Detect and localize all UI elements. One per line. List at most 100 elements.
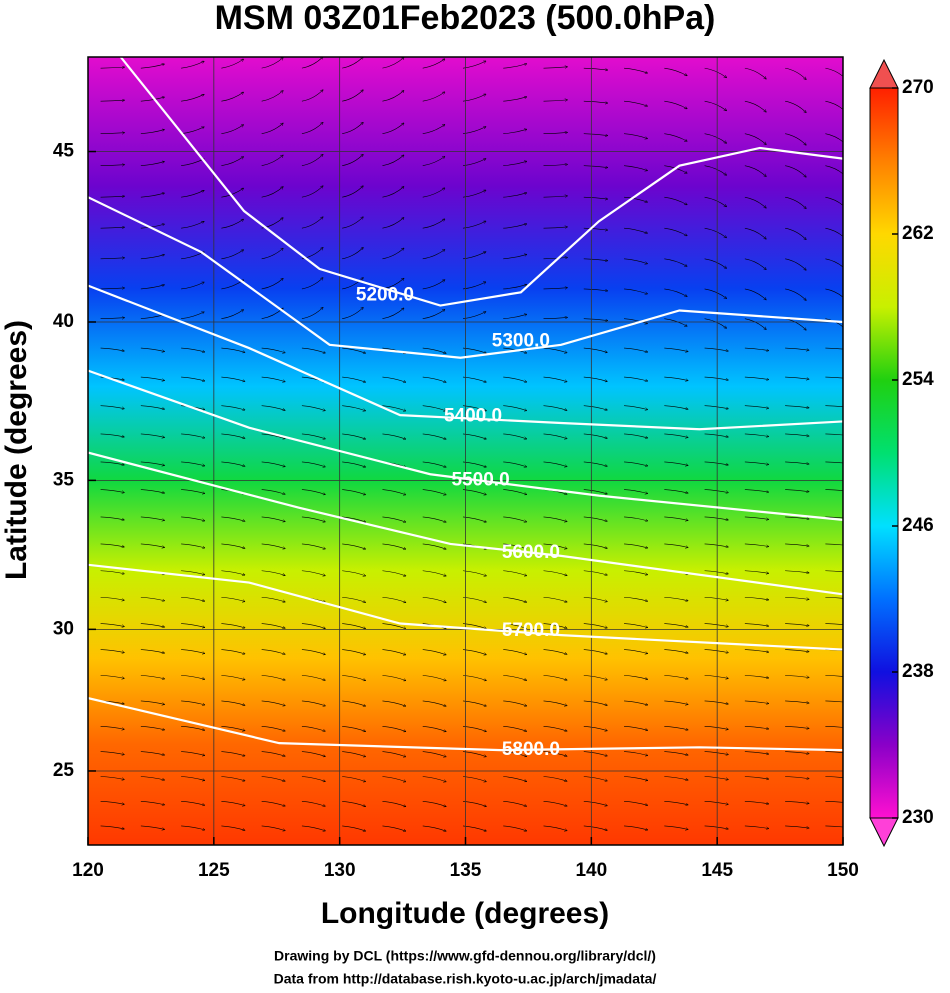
- streamline: [422, 751, 446, 757]
- streamline: [221, 347, 245, 352]
- streamline: [301, 726, 325, 731]
- streamline: [503, 433, 526, 439]
- streamline: [221, 516, 245, 521]
- streamline: [543, 649, 568, 655]
- streamline: [744, 516, 769, 520]
- streamline: [785, 288, 806, 300]
- streamline: [140, 64, 165, 69]
- streamline: [503, 751, 526, 757]
- streamline: [342, 675, 365, 680]
- streamline: [825, 623, 843, 625]
- streamline: [704, 165, 727, 176]
- streamline: [100, 570, 125, 574]
- streamline: [261, 543, 286, 549]
- streamline: [503, 193, 527, 198]
- streamline: [342, 278, 363, 290]
- streamline: [543, 196, 568, 197]
- streamline: [704, 675, 729, 678]
- streamline: [664, 258, 687, 267]
- streamline: [704, 67, 727, 78]
- streamline: [664, 133, 687, 142]
- streamline: [382, 543, 405, 549]
- streamline: [704, 461, 729, 465]
- streamline: [382, 801, 405, 806]
- streamline: [744, 165, 766, 177]
- streamline: [543, 700, 568, 706]
- streamline: [462, 252, 486, 260]
- streamline: [382, 489, 405, 495]
- streamline: [583, 67, 608, 70]
- streamline: [503, 376, 526, 382]
- streamline: [785, 461, 809, 464]
- streamline: [342, 825, 365, 831]
- streamline: [462, 312, 486, 320]
- streamline: [261, 649, 286, 655]
- streamline: [744, 227, 766, 239]
- streamline: [704, 258, 727, 269]
- streamline: [261, 248, 284, 260]
- streamline: [704, 776, 729, 780]
- streamline: [664, 100, 687, 109]
- streamline: [382, 90, 403, 102]
- streamline: [301, 649, 325, 655]
- x-axis-label: Longitude (degrees): [321, 897, 609, 930]
- streamline: [785, 67, 806, 79]
- streamline: [181, 190, 204, 198]
- streamline: [624, 825, 648, 830]
- x-tick-label: 125: [198, 860, 230, 881]
- streamline: [181, 94, 204, 102]
- streamline: [503, 97, 527, 102]
- streamline: [462, 825, 486, 831]
- streamline: [462, 221, 486, 229]
- streamline: [301, 751, 325, 757]
- streamline: [301, 247, 323, 260]
- streamline: [422, 543, 446, 549]
- streamline: [825, 675, 843, 677]
- streamline: [301, 623, 325, 629]
- y-tick-label: 25: [53, 760, 75, 781]
- streamline: [543, 596, 568, 602]
- streamline: [825, 405, 843, 408]
- streamline: [140, 700, 165, 704]
- contour-line: [88, 451, 843, 596]
- streamline: [261, 278, 284, 290]
- streamline: [664, 801, 688, 805]
- streamline: [342, 154, 363, 166]
- streamline: [664, 675, 688, 679]
- streamline: [624, 376, 648, 381]
- streamline: [221, 675, 245, 679]
- streamline: [704, 196, 727, 207]
- streamline: [261, 58, 284, 69]
- streamline: [342, 570, 365, 576]
- streamline: [744, 461, 769, 465]
- streamline: [503, 489, 526, 495]
- streamline: [785, 543, 809, 546]
- streamline: [624, 751, 648, 756]
- contour-label: 5600.0: [502, 542, 560, 563]
- streamline: [583, 801, 608, 805]
- streamline: [583, 461, 608, 466]
- streamline: [100, 461, 125, 465]
- streamline: [382, 726, 405, 731]
- streamline: [825, 776, 843, 778]
- streamline: [342, 307, 363, 320]
- streamline: [583, 623, 608, 628]
- streamline: [422, 825, 446, 831]
- streamline: [342, 186, 363, 198]
- streamline: [825, 376, 843, 379]
- streamline: [744, 288, 766, 300]
- streamline: [785, 649, 809, 652]
- streamline: [100, 433, 125, 437]
- colorbar-tick-label: 270: [902, 77, 934, 98]
- streamline: [785, 675, 809, 677]
- streamline: [462, 405, 486, 411]
- streamline: [704, 347, 729, 351]
- y-tick-label: 30: [53, 618, 74, 639]
- streamline: [503, 675, 526, 680]
- streamline: [704, 751, 729, 755]
- streamline: [181, 596, 205, 601]
- streamline: [382, 516, 405, 522]
- streamline: [100, 516, 125, 520]
- credit: Data from http://database.rish.kyoto-u.a…: [274, 971, 657, 987]
- streamline: [543, 801, 568, 806]
